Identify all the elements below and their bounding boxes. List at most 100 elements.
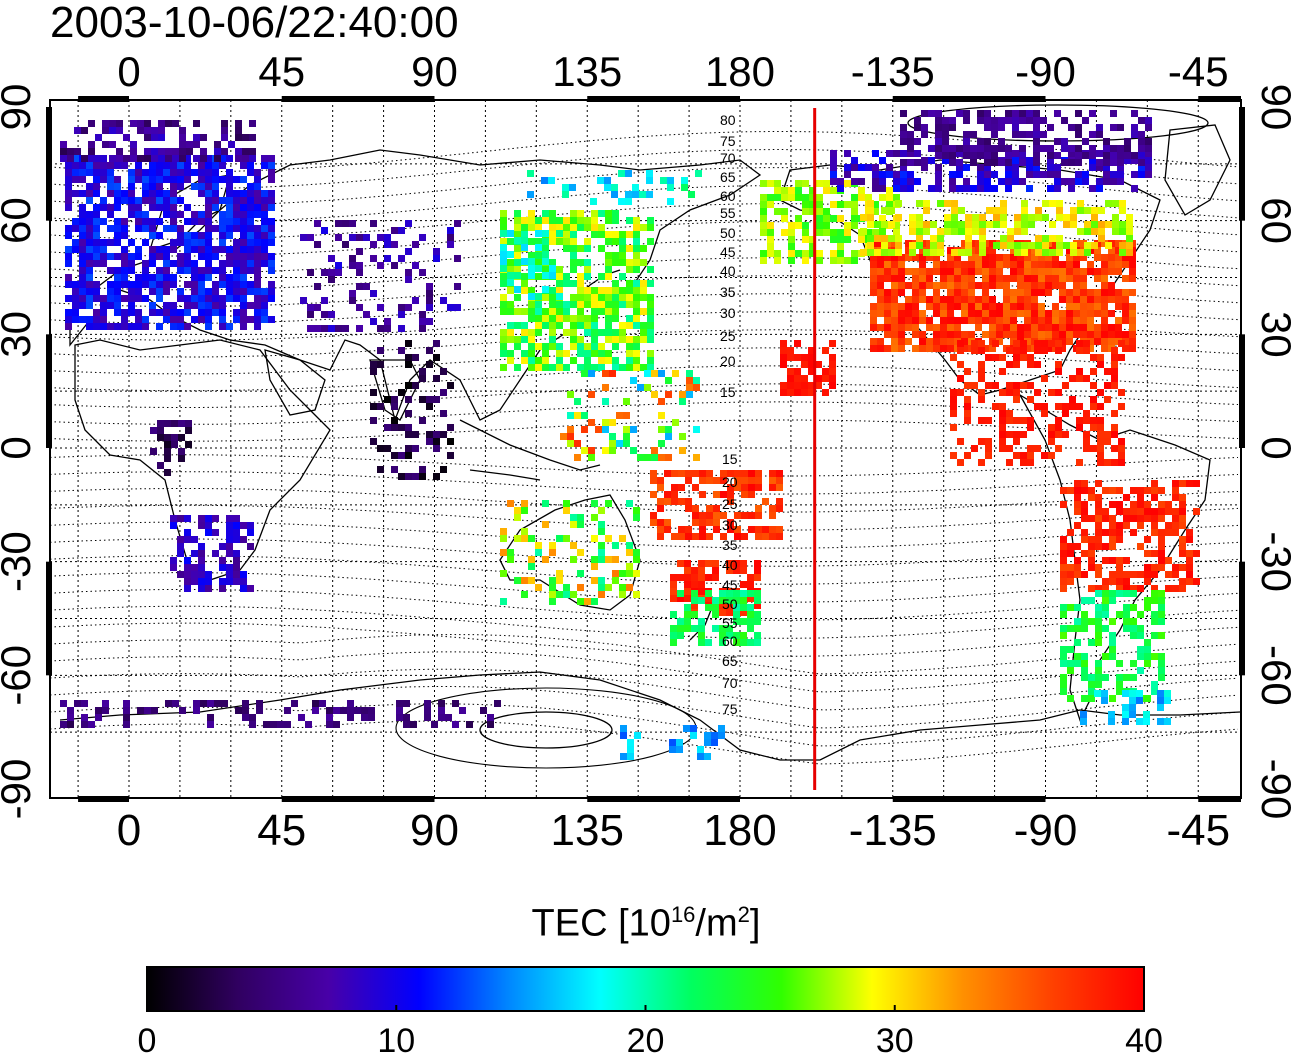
tec-sample: [741, 484, 748, 491]
tec-sample: [184, 232, 191, 239]
tec-sample: [233, 190, 240, 197]
contour-label-south: 50: [722, 596, 738, 612]
tec-sample: [1122, 289, 1129, 296]
tec-sample: [1031, 247, 1038, 254]
tec-sample: [298, 714, 305, 721]
contour-line: [50, 605, 1239, 639]
tec-sample: [691, 611, 698, 618]
tec-sample: [740, 609, 747, 616]
tec-sample: [263, 721, 270, 728]
tec-sample: [605, 357, 612, 364]
tec-sample: [142, 295, 149, 302]
tec-sample: [1024, 345, 1031, 352]
tec-sample: [507, 259, 514, 266]
tec-sample: [755, 533, 762, 540]
tec-sample: [1056, 214, 1063, 221]
tec-sample: [802, 229, 809, 236]
tec-sample: [321, 297, 328, 304]
tec-sample: [178, 434, 185, 441]
tec-sample: [361, 707, 368, 714]
tec-sample: [419, 234, 426, 241]
contour-label-north: 15: [720, 384, 736, 400]
tec-sample: [563, 507, 570, 514]
tec-sample: [212, 225, 219, 232]
tec-sample: [507, 230, 514, 237]
tec-sample: [977, 164, 984, 171]
tec-sample: [254, 295, 261, 302]
tec-sample: [1126, 249, 1133, 256]
tec-sample: [1005, 164, 1012, 171]
tec-sample: [891, 240, 898, 247]
tec-sample: [1033, 159, 1040, 166]
tec-sample: [191, 564, 198, 571]
tec-sample: [307, 304, 314, 311]
tec-sample: [170, 197, 177, 204]
tec-sample: [788, 236, 795, 243]
tec-sample: [1031, 268, 1038, 275]
tec-sample: [233, 564, 240, 571]
tec-sample: [60, 141, 67, 148]
tec-sample: [1096, 185, 1103, 192]
tec-sample: [685, 526, 692, 533]
tec-sample: [240, 239, 247, 246]
tec-sample: [681, 184, 688, 191]
tec-sample: [137, 707, 144, 714]
contour-label-north: 30: [720, 305, 736, 321]
tec-sample: [570, 252, 577, 259]
tec-sample: [787, 354, 794, 361]
tec-sample: [398, 255, 405, 262]
tec-sample: [996, 261, 1003, 268]
tec-sample: [823, 187, 830, 194]
tec-sample: [268, 176, 275, 183]
tec-sample: [549, 364, 556, 371]
tec-sample: [419, 375, 426, 382]
tec-sample: [684, 581, 691, 588]
contour-label-south: 40: [722, 557, 738, 573]
tec-sample: [898, 310, 905, 317]
tec-sample: [233, 557, 240, 564]
tec-sample: [633, 294, 640, 301]
tec-sample: [363, 311, 370, 318]
tec-sample: [605, 308, 612, 315]
tec-sample: [822, 375, 829, 382]
tec-sample: [67, 148, 74, 155]
tec-sample: [1158, 597, 1165, 604]
tec-sample: [1108, 282, 1115, 289]
tec-sample: [1042, 235, 1049, 242]
tec-sample: [1130, 660, 1137, 667]
tec-sample: [686, 370, 693, 377]
tec-sample: [633, 238, 640, 245]
contour-line: [50, 555, 1239, 585]
tec-sample: [650, 519, 657, 526]
tec-sample: [254, 309, 261, 316]
tec-sample: [528, 287, 535, 294]
tec-sample: [809, 236, 816, 243]
top-lon-label: 135: [552, 48, 622, 95]
tec-sample: [1060, 674, 1067, 681]
tec-sample: [947, 289, 954, 296]
tec-sample: [754, 567, 761, 574]
tec-sample: [240, 295, 247, 302]
tec-sample: [1005, 110, 1012, 117]
tec-sample: [1088, 618, 1095, 625]
tec-sample: [563, 500, 570, 507]
tec-sample: [1165, 529, 1172, 536]
tec-sample: [67, 707, 74, 714]
tec-sample: [956, 145, 963, 152]
tec-sample: [912, 303, 919, 310]
tec-sample: [79, 281, 86, 288]
tec-sample: [191, 578, 198, 585]
tec-sample: [774, 180, 781, 187]
tec-sample: [177, 239, 184, 246]
tec-sample: [149, 253, 156, 260]
tec-sample: [1040, 117, 1047, 124]
tec-sample: [1024, 261, 1031, 268]
tec-sample: [699, 491, 706, 498]
tec-sample: [228, 141, 235, 148]
tec-sample: [563, 350, 570, 357]
tec-sample: [326, 707, 333, 714]
tec-sample: [1055, 347, 1062, 354]
tec-sample: [942, 117, 949, 124]
tec-sample: [412, 445, 419, 452]
tec-sample: [60, 721, 67, 728]
